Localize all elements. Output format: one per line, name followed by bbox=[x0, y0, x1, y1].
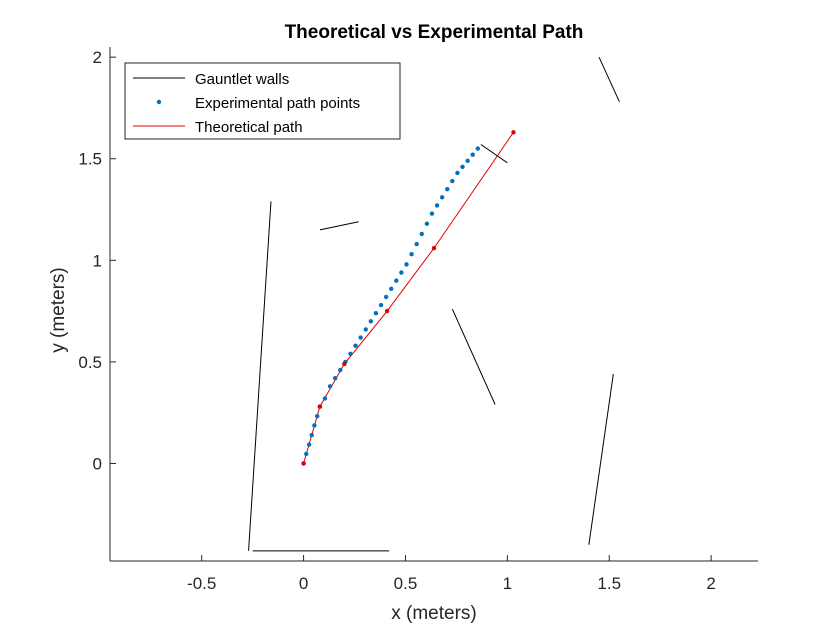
gauntlet-wall-segment bbox=[480, 144, 508, 164]
theoretical-waypoint bbox=[342, 361, 347, 367]
experimental-point bbox=[338, 367, 343, 373]
x-tick-label: 0 bbox=[299, 574, 308, 593]
experimental-point bbox=[332, 375, 338, 381]
legend-label-walls: Gauntlet walls bbox=[195, 71, 289, 88]
gauntlet-wall-segment bbox=[588, 374, 614, 545]
experimental-point bbox=[368, 319, 374, 324]
experimental-point bbox=[419, 231, 424, 237]
experimental-point bbox=[465, 158, 470, 163]
y-tick-label: 0 bbox=[93, 454, 102, 473]
experimental-point bbox=[475, 146, 481, 151]
y-tick-label: 1 bbox=[93, 251, 102, 270]
x-ticks: -0.5 0 0.5 1 1.5 2 bbox=[187, 555, 716, 593]
experimental-point bbox=[309, 432, 314, 438]
experimental-point bbox=[322, 396, 328, 401]
theoretical-waypoint bbox=[511, 130, 516, 135]
y-ticks: 0 0.5 1 1.5 2 bbox=[78, 48, 116, 473]
experimental-point bbox=[315, 413, 320, 419]
experimental-point bbox=[445, 187, 450, 192]
plot-area bbox=[248, 56, 620, 552]
experimental-point bbox=[409, 252, 414, 257]
experimental-point bbox=[450, 178, 455, 184]
experimental-point bbox=[470, 152, 475, 157]
experimental-point bbox=[348, 351, 353, 356]
experimental-point bbox=[358, 335, 363, 340]
theoretical-waypoint bbox=[317, 404, 323, 409]
chart-title: Theoretical vs Experimental Path bbox=[285, 22, 584, 43]
experimental-point bbox=[460, 164, 465, 170]
gauntlet-walls-layer bbox=[248, 56, 620, 552]
x-tick-label: 1.5 bbox=[597, 574, 621, 593]
experimental-point bbox=[373, 310, 379, 316]
experimental-point bbox=[394, 278, 399, 283]
legend-label-theoretical: Theoretical path bbox=[195, 119, 303, 136]
gauntlet-wall-segment bbox=[248, 201, 272, 551]
experimental-point bbox=[327, 384, 333, 389]
legend-label-experimental: Experimental path points bbox=[195, 95, 360, 112]
x-axis-label: x (meters) bbox=[391, 603, 477, 624]
experimental-point bbox=[306, 442, 312, 447]
y-tick-label: 2 bbox=[93, 48, 102, 67]
gauntlet-wall-segment bbox=[598, 56, 620, 103]
axes: -0.5 0 0.5 1 1.5 2 0 0.5 1 1.5 2 bbox=[78, 47, 758, 593]
experimental-point bbox=[389, 286, 394, 291]
y-tick-label: 1.5 bbox=[78, 150, 102, 169]
experimental-point bbox=[455, 170, 460, 176]
legend-swatch-experimental bbox=[156, 99, 162, 105]
x-tick-label: 1 bbox=[503, 574, 512, 593]
experimental-point bbox=[414, 241, 419, 247]
experimental-point bbox=[429, 211, 435, 216]
theoretical-waypoint bbox=[431, 245, 437, 251]
experimental-point bbox=[383, 294, 389, 300]
experimental-point bbox=[434, 203, 440, 208]
legend: Gauntlet walls Experimental path points … bbox=[124, 62, 401, 140]
experimental-points-layer bbox=[301, 130, 516, 466]
x-tick-label: -0.5 bbox=[187, 574, 216, 593]
y-tick-label: 0.5 bbox=[78, 353, 102, 372]
experimental-point bbox=[378, 302, 384, 308]
x-tick-label: 0.5 bbox=[394, 574, 418, 593]
theoretical-waypoint bbox=[384, 308, 390, 314]
x-tick-label: 2 bbox=[706, 574, 715, 593]
experimental-point bbox=[353, 343, 358, 348]
experimental-point bbox=[312, 423, 317, 428]
gauntlet-wall-segment bbox=[451, 308, 496, 405]
experimental-point bbox=[404, 262, 409, 267]
y-axis-label: y (meters) bbox=[48, 267, 69, 353]
experimental-point bbox=[399, 270, 404, 275]
experimental-point bbox=[439, 195, 445, 200]
theoretical-waypoint bbox=[301, 461, 306, 466]
gauntlet-wall-segment bbox=[319, 221, 359, 231]
experimental-point bbox=[424, 221, 430, 226]
experimental-point bbox=[304, 451, 309, 457]
experimental-point bbox=[363, 327, 368, 332]
